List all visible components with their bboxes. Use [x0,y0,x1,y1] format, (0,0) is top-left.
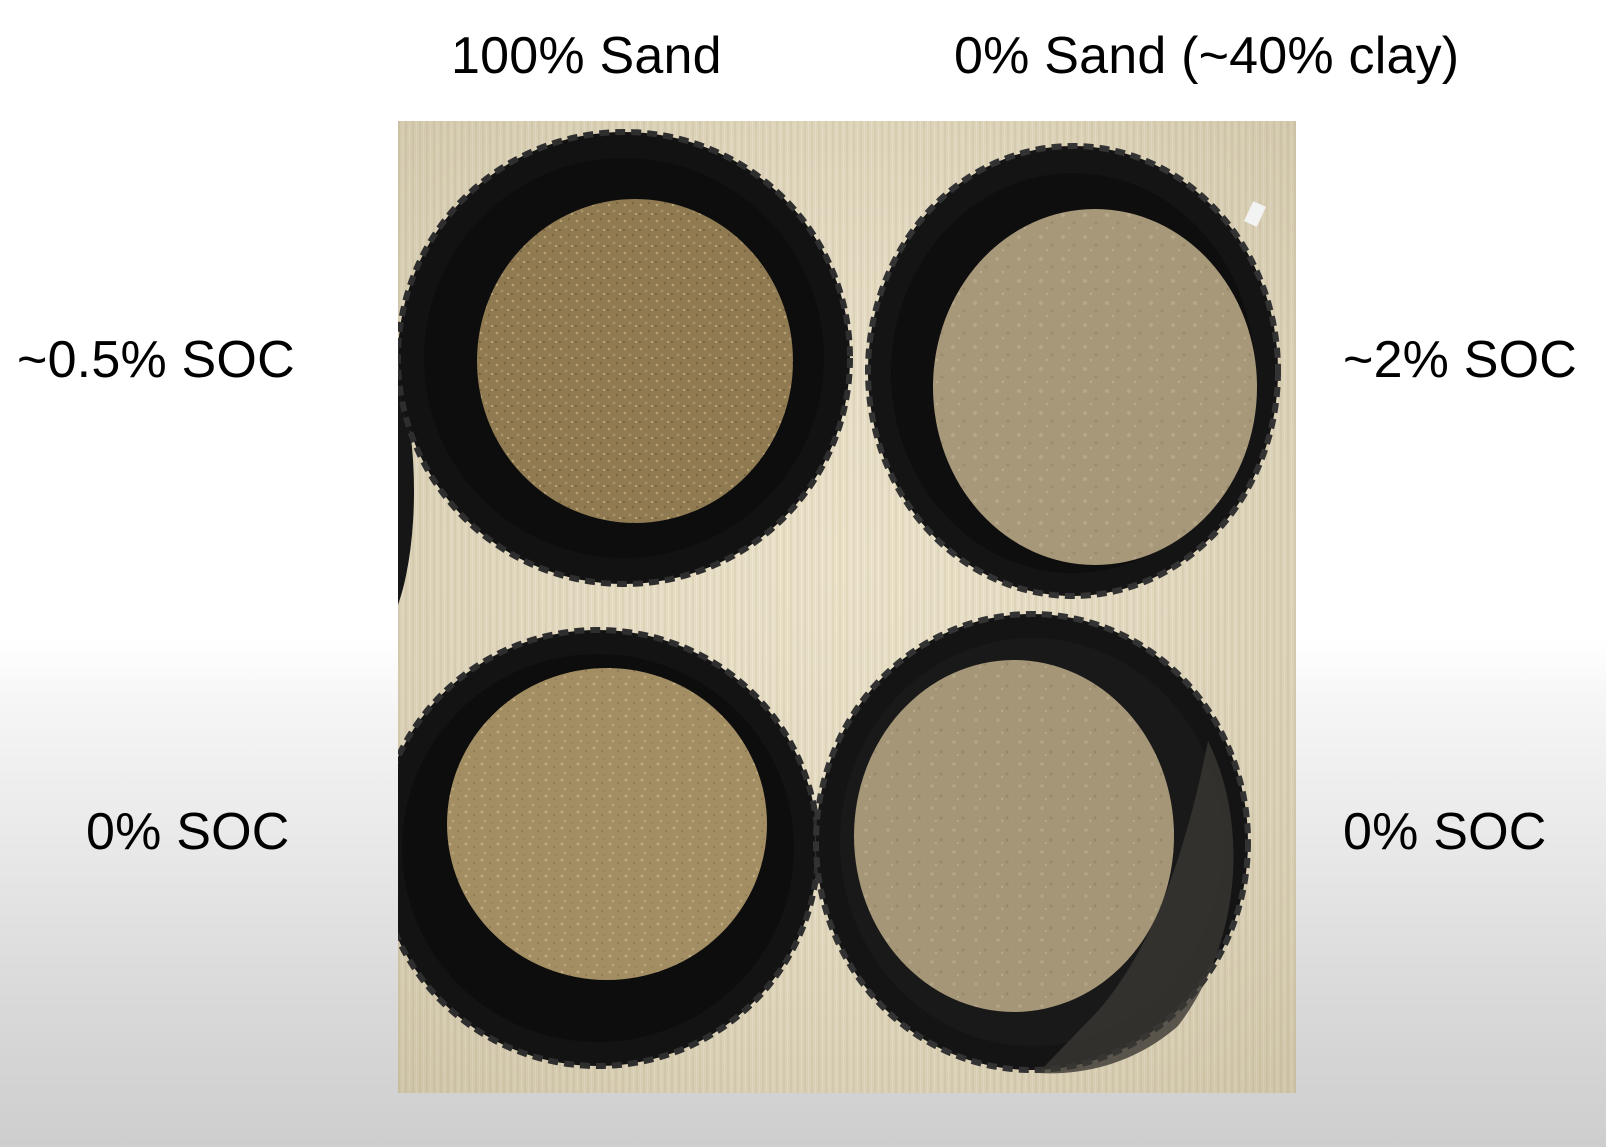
row-label-top-left: ~0.5% SOC [17,331,295,389]
soil-pan-bottom-right [813,611,1251,1074]
soil-samples-photo [398,121,1296,1093]
soil-pan-top-right [865,143,1281,599]
row-label-bottom-left: 0% SOC [86,803,290,861]
soil-pan-bottom-left [398,627,821,1069]
column-heading-clay: 0% Sand (~40% clay) [954,27,1460,85]
row-label-top-right: ~2% SOC [1343,331,1578,389]
row-label-bottom-right: 0% SOC [1343,803,1547,861]
soil-pan-top-left [398,129,853,587]
column-heading-sand: 100% Sand [451,27,722,85]
